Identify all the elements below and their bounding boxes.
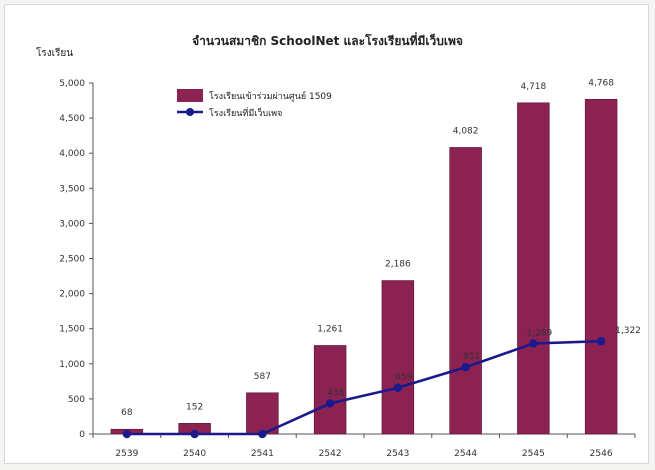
bar-data-label: 4,082 bbox=[453, 126, 479, 136]
legend-label-line: โรงเรียนที่มีเว็บเพจ bbox=[209, 106, 282, 119]
x-tick-label: 2542 bbox=[319, 449, 342, 459]
legend-label-bar: โรงเรียนเข้าร่วมผ่านศูนย์ 1509 bbox=[209, 90, 332, 102]
y-tick-label: 3,000 bbox=[59, 219, 85, 229]
line-point bbox=[122, 429, 132, 439]
y-axis-title: โรงเรียน bbox=[36, 48, 74, 59]
legend-swatch-marker bbox=[186, 108, 194, 116]
x-tick-label: 2544 bbox=[454, 449, 477, 459]
line-point bbox=[529, 339, 538, 348]
x-tick-label: 2543 bbox=[386, 449, 409, 459]
y-tick-label: 0 bbox=[79, 430, 85, 440]
bar-data-label: 68 bbox=[121, 408, 133, 418]
y-tick-label: 3,500 bbox=[59, 184, 85, 194]
x-tick-label: 2540 bbox=[183, 449, 206, 459]
bar-data-label: 587 bbox=[254, 372, 271, 382]
line-data-label: 659 bbox=[395, 373, 412, 383]
bar bbox=[449, 147, 482, 435]
x-tick-label: 2541 bbox=[251, 449, 274, 459]
chart-title: จำนวนสมาชิก SchoolNet และโรงเรียนที่มีเว… bbox=[192, 34, 463, 48]
y-tick-label: 500 bbox=[68, 395, 85, 405]
legend-swatch-bar bbox=[177, 89, 203, 102]
bar bbox=[381, 280, 415, 435]
line-data-label: 1,289 bbox=[526, 329, 552, 339]
y-tick-label: 2,000 bbox=[59, 290, 85, 300]
bar bbox=[313, 345, 347, 435]
x-tick-label: 2539 bbox=[115, 449, 138, 459]
line-point bbox=[596, 336, 606, 346]
line-point bbox=[258, 429, 267, 439]
y-tick-label: 4,000 bbox=[59, 149, 85, 159]
x-tick-label: 2545 bbox=[522, 449, 545, 459]
bar bbox=[584, 98, 618, 435]
bar-data-label: 1,261 bbox=[317, 324, 343, 334]
bar bbox=[517, 102, 550, 435]
line-point bbox=[461, 363, 470, 372]
y-tick-label: 5,000 bbox=[59, 79, 85, 89]
line-point bbox=[190, 429, 199, 439]
y-tick-label: 4,500 bbox=[59, 114, 85, 124]
y-tick-label: 2,500 bbox=[59, 255, 85, 265]
bar-data-label: 4,768 bbox=[588, 78, 614, 88]
line-data-label: 1,322 bbox=[615, 326, 641, 336]
bar bbox=[246, 392, 279, 435]
y-tick-label: 1,500 bbox=[59, 325, 85, 335]
y-tick-label: 1,000 bbox=[59, 360, 85, 370]
series-line bbox=[126, 339, 602, 436]
line-data-label: 436 bbox=[328, 388, 345, 398]
x-tick-label: 2546 bbox=[590, 449, 613, 459]
bar-data-label: 152 bbox=[186, 402, 203, 412]
bar-data-label: 2,186 bbox=[385, 260, 411, 270]
bar-data-label: 4,718 bbox=[520, 82, 546, 92]
line-point bbox=[393, 383, 403, 392]
line-point bbox=[325, 399, 335, 408]
line-data-label: 951 bbox=[463, 352, 480, 362]
